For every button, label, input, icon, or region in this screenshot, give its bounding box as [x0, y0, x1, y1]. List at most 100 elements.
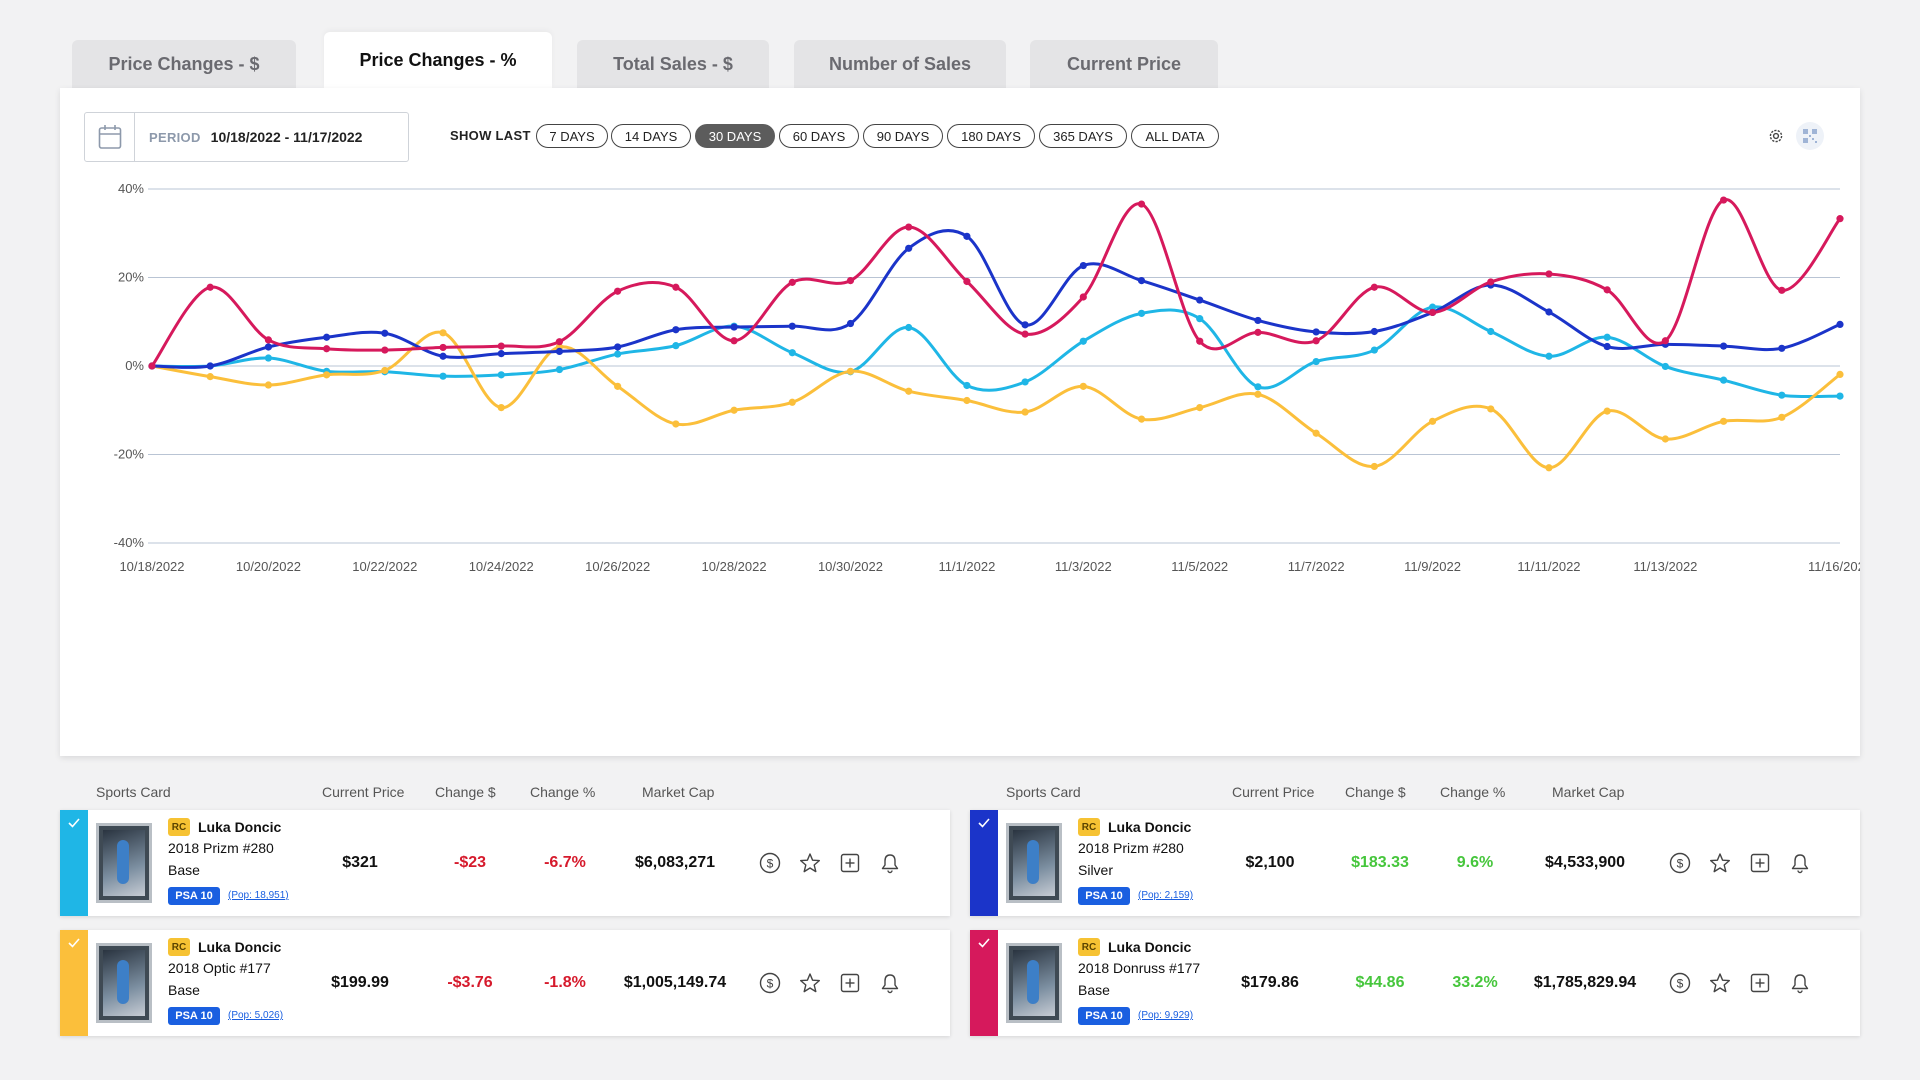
population-link[interactable]: (Pop: 2,159)	[1138, 890, 1194, 901]
tab-price-changes-usd[interactable]: Price Changes - $	[72, 40, 296, 88]
data-point	[1137, 200, 1146, 208]
bell-icon[interactable]	[870, 850, 910, 876]
data-point	[1196, 296, 1204, 304]
market-cap: $1,785,829.94	[1533, 974, 1637, 991]
star-icon[interactable]	[790, 850, 830, 876]
market-cap: $4,533,900	[1544, 854, 1626, 871]
dollar-icon[interactable]: $	[750, 970, 790, 996]
range-60-days[interactable]: 60 DAYS	[779, 124, 859, 148]
change-pct: -1.8%	[544, 974, 586, 991]
col-change-usd: Change $	[1345, 784, 1406, 800]
series-line-2	[151, 229, 1841, 369]
data-point	[788, 322, 796, 330]
current-price: $199.99	[331, 974, 389, 991]
data-point	[1079, 293, 1087, 301]
card-image[interactable]	[1006, 823, 1062, 903]
add-to-collection-icon[interactable]	[830, 850, 870, 876]
card-image[interactable]	[1006, 943, 1062, 1023]
y-tick-label: -40%	[114, 535, 145, 550]
data-point	[381, 329, 389, 337]
population-link[interactable]: (Pop: 18,951)	[228, 890, 289, 901]
table-row[interactable]: RC Luka Doncic 2018 Donruss #177 Base PS…	[970, 930, 1860, 1036]
data-point	[672, 342, 680, 350]
range-365-days[interactable]: 365 DAYS	[1039, 124, 1127, 148]
data-point	[1428, 303, 1437, 311]
range-14-days[interactable]: 14 DAYS	[611, 124, 691, 148]
x-tick-label: 10/28/2022	[702, 559, 767, 574]
data-point	[1545, 464, 1553, 472]
period-label: PERIOD	[149, 129, 201, 145]
tab-price-changes-pct[interactable]: Price Changes - %	[324, 32, 552, 88]
check-icon	[68, 938, 80, 948]
data-point	[788, 398, 796, 406]
table-header: Sports Card Current Price Change $ Chang…	[970, 770, 1860, 810]
bell-icon[interactable]	[1780, 850, 1820, 876]
data-point	[1778, 344, 1786, 352]
tab-number-of-sales[interactable]: Number of Sales	[794, 40, 1006, 88]
check-icon	[978, 938, 990, 948]
card-set: 2018 Donruss #177	[1078, 960, 1201, 976]
data-point	[1836, 215, 1844, 223]
dollar-icon[interactable]: $	[1660, 850, 1700, 876]
data-point	[1079, 337, 1087, 345]
data-point	[148, 362, 156, 370]
selected-checkbox[interactable]	[60, 930, 88, 1036]
data-point	[1254, 328, 1262, 336]
gear-icon[interactable]	[1766, 126, 1786, 146]
svg-text:$: $	[767, 977, 774, 991]
change-pct: -6.7%	[544, 854, 586, 871]
selected-checkbox[interactable]	[60, 810, 88, 916]
row-actions: $	[750, 970, 910, 996]
row-actions: $	[1660, 970, 1820, 996]
range-30-days[interactable]: 30 DAYS	[695, 124, 775, 148]
selected-checkbox[interactable]	[970, 930, 998, 1036]
range-7-days[interactable]: 7 DAYS	[536, 124, 608, 148]
add-to-collection-icon[interactable]	[1740, 850, 1780, 876]
population-link[interactable]: (Pop: 9,929)	[1138, 1010, 1194, 1021]
card-image[interactable]	[96, 943, 152, 1023]
card-set: 2018 Prizm #280	[1078, 840, 1184, 856]
population-link[interactable]: (Pop: 5,026)	[228, 1010, 284, 1021]
data-point	[264, 354, 273, 362]
data-point	[206, 283, 214, 291]
dollar-icon[interactable]: $	[750, 850, 790, 876]
calendar-icon[interactable]	[85, 113, 135, 161]
series-line-3	[151, 330, 1841, 470]
tab-current-price[interactable]: Current Price	[1030, 40, 1218, 88]
range-all-data[interactable]: ALL DATA	[1131, 124, 1219, 148]
selected-checkbox[interactable]	[970, 810, 998, 916]
star-icon[interactable]	[1700, 970, 1740, 996]
bell-icon[interactable]	[1780, 970, 1820, 996]
data-point	[1661, 435, 1669, 443]
x-tick-label: 10/22/2022	[352, 559, 417, 574]
range-180-days[interactable]: 180 DAYS	[947, 124, 1035, 148]
qr-code-icon[interactable]	[1796, 122, 1824, 150]
row-actions: $	[1660, 850, 1820, 876]
data-point	[497, 403, 505, 412]
card-player-name[interactable]: Luka Doncic	[198, 819, 282, 835]
tab-total-sales-usd[interactable]: Total Sales - $	[577, 40, 769, 88]
range-90-days[interactable]: 90 DAYS	[863, 124, 943, 148]
bell-icon[interactable]	[870, 970, 910, 996]
data-point	[1603, 407, 1611, 415]
table-header: Sports Card Current Price Change $ Chang…	[60, 770, 950, 810]
table-row[interactable]: RC Luka Doncic 2018 Prizm #280 Base PSA …	[60, 810, 950, 916]
table-row[interactable]: RC Luka Doncic 2018 Prizm #280 Silver PS…	[970, 810, 1860, 916]
x-tick-label: 11/11/2022	[1517, 559, 1580, 574]
add-to-collection-icon[interactable]	[1740, 970, 1780, 996]
data-point	[1487, 327, 1495, 336]
add-to-collection-icon[interactable]	[830, 970, 870, 996]
dollar-icon[interactable]: $	[1660, 970, 1700, 996]
star-icon[interactable]	[790, 970, 830, 996]
data-point	[323, 333, 331, 341]
period-picker[interactable]: PERIOD 10/18/2022 - 11/17/2022	[84, 112, 409, 162]
card-player-name[interactable]: Luka Doncic	[198, 939, 282, 955]
card-player-name[interactable]: Luka Doncic	[1108, 939, 1192, 955]
card-image[interactable]	[96, 823, 152, 903]
card-player-name[interactable]: Luka Doncic	[1108, 819, 1192, 835]
card-set: 2018 Prizm #280	[168, 840, 274, 856]
data-point	[1603, 342, 1611, 351]
card-variant: Base	[168, 982, 200, 998]
star-icon[interactable]	[1700, 850, 1740, 876]
table-row[interactable]: RC Luka Doncic 2018 Optic #177 Base PSA …	[60, 930, 950, 1036]
